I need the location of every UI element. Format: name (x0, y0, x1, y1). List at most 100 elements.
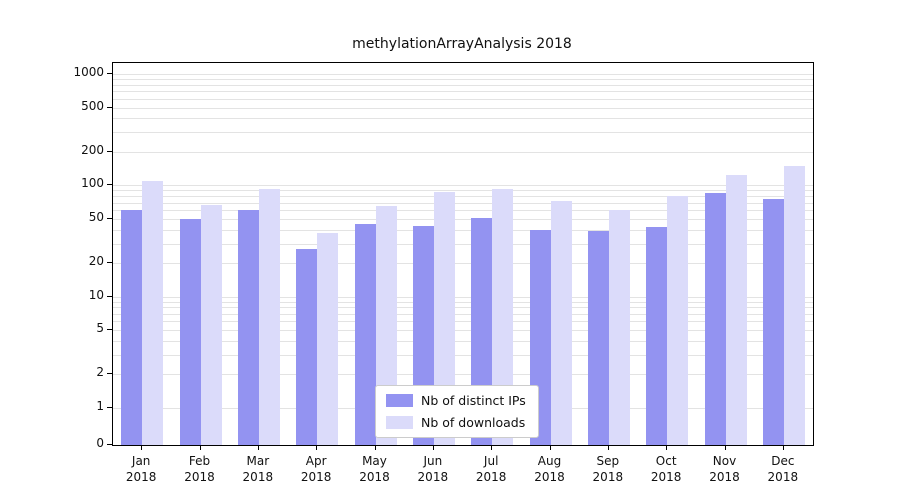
gridline-5 (113, 330, 813, 332)
x-tick-label-jun: Jun 2018 (417, 454, 449, 484)
y-tick-label-2: 2 (96, 365, 104, 380)
y-tick-mark-5 (107, 329, 112, 331)
y-tick-label-20: 20 (88, 254, 104, 269)
gridline-70 (113, 202, 813, 204)
gridline-600 (113, 98, 813, 100)
y-tick-mark-2 (107, 373, 112, 375)
x-tick-mark-feb (199, 445, 201, 450)
gridline-200 (113, 151, 813, 153)
gridline-700 (113, 91, 813, 93)
x-tick-mark-oct (666, 445, 668, 450)
bar-ips-mar (237, 210, 259, 445)
bar-downloads-sep (608, 210, 630, 445)
bar-downloads-mar (258, 189, 280, 445)
y-tick-label-200: 200 (81, 142, 104, 157)
x-tick-mark-may (374, 445, 376, 450)
legend-label-distinct-ips: Nb of distinct IPs (421, 393, 526, 408)
bar-downloads-aug (550, 201, 572, 445)
gridline-50 (113, 218, 813, 220)
y-tick-mark-200 (107, 150, 112, 152)
gridline-800 (113, 84, 813, 86)
x-tick-mark-aug (549, 445, 551, 450)
y-tick-mark-500 (107, 106, 112, 108)
x-tick-label-may: May 2018 (359, 454, 390, 484)
bar-ips-nov (704, 193, 726, 445)
y-tick-mark-10 (107, 295, 112, 297)
legend-item-downloads: Nb of downloads (386, 415, 526, 430)
legend-swatch-downloads (386, 416, 413, 429)
y-tick-label-10: 10 (88, 287, 104, 302)
gridline-80 (113, 196, 813, 198)
x-tick-label-jan: Jan 2018 (125, 454, 157, 484)
gridline-40 (113, 229, 813, 231)
y-tick-mark-50 (107, 217, 112, 219)
x-tick-label-sep: Sep 2018 (592, 454, 624, 484)
bar-downloads-jun (433, 191, 455, 445)
x-tick-label-dec: Dec 2018 (767, 454, 799, 484)
bar-ips-sep (587, 230, 609, 445)
chart-title: methylationArrayAnalysis 2018 (352, 36, 572, 52)
y-tick-label-1: 1 (96, 399, 104, 413)
gridline-3 (113, 354, 813, 356)
legend: Nb of distinct IPs Nb of downloads (375, 385, 539, 438)
y-tick-label-1000: 1000 (73, 65, 104, 79)
gridline-9 (113, 301, 813, 303)
x-tick-mark-dec (782, 445, 784, 450)
bar-ips-dec (762, 199, 784, 445)
gridline-4 (113, 340, 813, 342)
y-tick-mark-20 (107, 262, 112, 264)
gridline-10 (113, 296, 813, 298)
x-tick-mark-mar (257, 445, 259, 450)
y-tick-label-500: 500 (81, 98, 104, 113)
gridline-1000 (113, 74, 813, 75)
bar-ips-apr (296, 248, 318, 445)
x-tick-mark-jun (432, 445, 434, 450)
bar-downloads-dec (783, 165, 805, 445)
bar-downloads-jul (492, 188, 514, 445)
gridline-8 (113, 307, 813, 309)
y-tick-mark-1000 (107, 73, 112, 74)
bar-ips-may (354, 223, 376, 445)
gridline-100 (113, 185, 813, 187)
x-tick-label-oct: Oct 2018 (650, 454, 682, 484)
bar-downloads-oct (667, 196, 689, 445)
x-tick-mark-apr (316, 445, 318, 450)
y-tick-mark-100 (107, 184, 112, 186)
x-tick-label-jul: Jul 2018 (475, 454, 507, 484)
x-tick-mark-sep (607, 445, 609, 450)
x-tick-mark-jul (491, 445, 493, 450)
x-tick-label-nov: Nov 2018 (709, 454, 740, 484)
y-tick-label-0: 0 (96, 436, 104, 450)
gridline-400 (113, 118, 813, 120)
legend-label-downloads: Nb of downloads (421, 415, 526, 430)
x-tick-label-feb: Feb 2018 (184, 454, 215, 484)
x-tick-mark-jan (141, 445, 143, 450)
plot-area: Nb of distinct IPs Nb of downloads (112, 62, 814, 446)
gridline-7 (113, 313, 813, 315)
y-tick-label-50: 50 (88, 209, 104, 224)
y-tick-label-5: 5 (96, 321, 104, 336)
gridline-20 (113, 263, 813, 265)
x-tick-label-mar: Mar 2018 (242, 454, 274, 484)
bar-downloads-jan (142, 180, 164, 445)
gridline-900 (113, 79, 813, 81)
bar-downloads-nov (725, 174, 747, 445)
bar-downloads-feb (200, 204, 222, 445)
gridline-6 (113, 321, 813, 323)
bar-ips-jan (121, 210, 143, 445)
gridline-60 (113, 210, 813, 212)
bar-ips-feb (179, 218, 201, 445)
legend-swatch-distinct-ips (386, 394, 413, 407)
gridline-500 (113, 107, 813, 109)
y-tick-mark-0 (107, 444, 112, 445)
gridline-90 (113, 190, 813, 192)
gridline-300 (113, 132, 813, 134)
y-tick-label-100: 100 (81, 176, 104, 191)
x-tick-mark-nov (724, 445, 726, 450)
y-tick-mark-1 (107, 407, 112, 408)
x-tick-label-apr: Apr 2018 (300, 454, 332, 484)
bar-ips-oct (646, 227, 668, 445)
gridline-2 (113, 374, 813, 376)
bar-downloads-apr (317, 233, 339, 445)
